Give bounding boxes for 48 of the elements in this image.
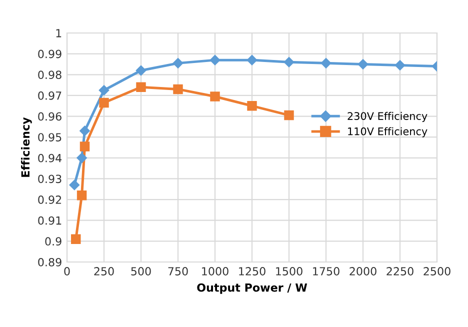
x-tick-label: 1250: [239, 267, 266, 276]
x-tick-label: 500: [131, 267, 151, 276]
point: [80, 126, 90, 136]
point: [246, 54, 258, 66]
y-tick-label: 0.96: [38, 112, 62, 121]
point: [210, 54, 220, 66]
point: [80, 142, 90, 152]
y-tick-label: 0.92: [38, 196, 62, 204]
y-tick-label: 0.99: [38, 50, 62, 58]
x-tick-label: 2000: [350, 267, 376, 276]
point: [247, 101, 257, 111]
point: [76, 190, 87, 200]
point: [76, 152, 87, 164]
point: [173, 84, 183, 94]
y-axis-title: Efficiency: [21, 117, 32, 177]
y-tick-label: 0.9: [45, 237, 62, 246]
point: [69, 180, 80, 190]
point: [98, 85, 110, 96]
x-tick-label: 250: [94, 267, 114, 276]
point: [284, 110, 294, 120]
x-tick-label: 1500: [276, 267, 302, 276]
legend-label: 110V Efficiency: [348, 127, 428, 138]
y-tick-label: 0.98: [38, 70, 62, 80]
y-tick-label: 0.89: [38, 258, 62, 266]
x-tick-label: 750: [168, 267, 188, 276]
x-tick-label: 2500: [424, 267, 450, 276]
y-tick-label: 0.91: [38, 216, 62, 225]
y-tick-label: 0.95: [38, 133, 62, 142]
point: [394, 60, 406, 70]
point: [284, 57, 294, 68]
point: [99, 98, 109, 108]
legend-label: 230V Efficiency: [348, 112, 428, 122]
y-tick-label: 0.97: [38, 91, 62, 100]
point: [358, 59, 368, 70]
point: [210, 92, 220, 102]
point: [136, 82, 146, 92]
point: [320, 58, 332, 68]
x-tick-label: 2250: [386, 267, 414, 276]
point: [136, 65, 146, 76]
x-tick-label: 0: [64, 267, 70, 276]
x-tick-label: 1000: [202, 267, 228, 276]
y-tick-label: 0.93: [38, 174, 62, 184]
point: [71, 234, 81, 244]
x-tick-label: 1750: [313, 267, 340, 276]
point: [172, 58, 184, 68]
x-axis-title: Output Power / W: [197, 283, 308, 294]
y-tick-label: 0.94: [38, 154, 62, 162]
y-tick-label: 1: [56, 29, 62, 38]
